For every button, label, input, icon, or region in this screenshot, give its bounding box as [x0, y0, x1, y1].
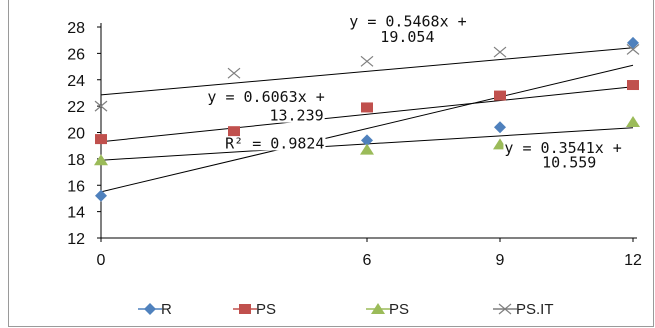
data-point-ps-square [627, 80, 639, 91]
x-tick-label: 0 [97, 252, 106, 269]
data-point-ps-it-x [94, 100, 108, 112]
legend-label-ps: PS [389, 301, 409, 318]
legend-label-ps-it: PS.IT [516, 301, 554, 318]
equation-annotation: R² = 0.9824 [225, 134, 324, 152]
annotation-background [379, 30, 436, 45]
trendline-r [100, 64, 634, 193]
equation-annotation: y = 0.3541x + [504, 139, 621, 157]
data-point-ps-triangle [626, 115, 640, 127]
annotation-background [348, 14, 468, 29]
annotation-background [206, 90, 326, 105]
y-tick-label: 28 [67, 20, 85, 37]
data-point-ps-it-x [626, 43, 640, 55]
equation-annotation: 19.054 [380, 28, 434, 46]
equation-annotation: y = 0.6063x + [207, 88, 324, 106]
equation-annotation: 10.559 [542, 153, 596, 171]
y-tick-label: 16 [67, 178, 85, 195]
data-point-ps-it-x [360, 55, 374, 67]
y-tick-label: 26 [67, 46, 85, 63]
annotation-background [541, 155, 598, 170]
trendline-ps-it [100, 47, 634, 96]
data-point-ps-square [228, 126, 240, 137]
x-tick-label: 6 [363, 252, 372, 269]
annotation-background [268, 108, 325, 123]
legend-label-ps: PS [256, 301, 276, 318]
legend-label-r: R [161, 301, 172, 318]
x-tick-label: 9 [496, 252, 505, 269]
equation-annotation: 13.239 [269, 107, 323, 125]
annotation-background [503, 140, 623, 155]
data-point-ps-it-x [493, 46, 507, 58]
data-point-r-diamond [361, 134, 373, 147]
legend-marker-r [144, 303, 156, 315]
data-point-r-diamond [95, 189, 107, 202]
legend-marker-ps-it [498, 303, 512, 315]
y-tick-label: 20 [67, 126, 85, 143]
annotation-background [224, 136, 326, 151]
x-tick-label: 12 [624, 252, 642, 269]
data-point-ps-square [95, 134, 107, 145]
data-point-ps-it-x [227, 67, 241, 79]
data-point-r-diamond [494, 121, 506, 134]
y-tick-label: 22 [67, 99, 85, 116]
data-point-ps-square [494, 90, 506, 101]
data-point-ps-square [361, 102, 373, 113]
data-point-r-diamond [627, 36, 639, 49]
y-tick-label: 24 [67, 73, 85, 90]
equation-annotation: y = 0.5468x + [349, 12, 466, 30]
legend-marker-ps [371, 303, 385, 314]
data-point-ps-triangle [360, 143, 374, 155]
trendline-ps [100, 86, 634, 143]
y-tick-label: 18 [67, 152, 85, 169]
y-tick-label: 12 [67, 231, 85, 248]
legend-marker-ps [239, 304, 251, 314]
y-tick-label: 14 [67, 205, 85, 222]
data-point-ps-triangle [94, 154, 108, 166]
